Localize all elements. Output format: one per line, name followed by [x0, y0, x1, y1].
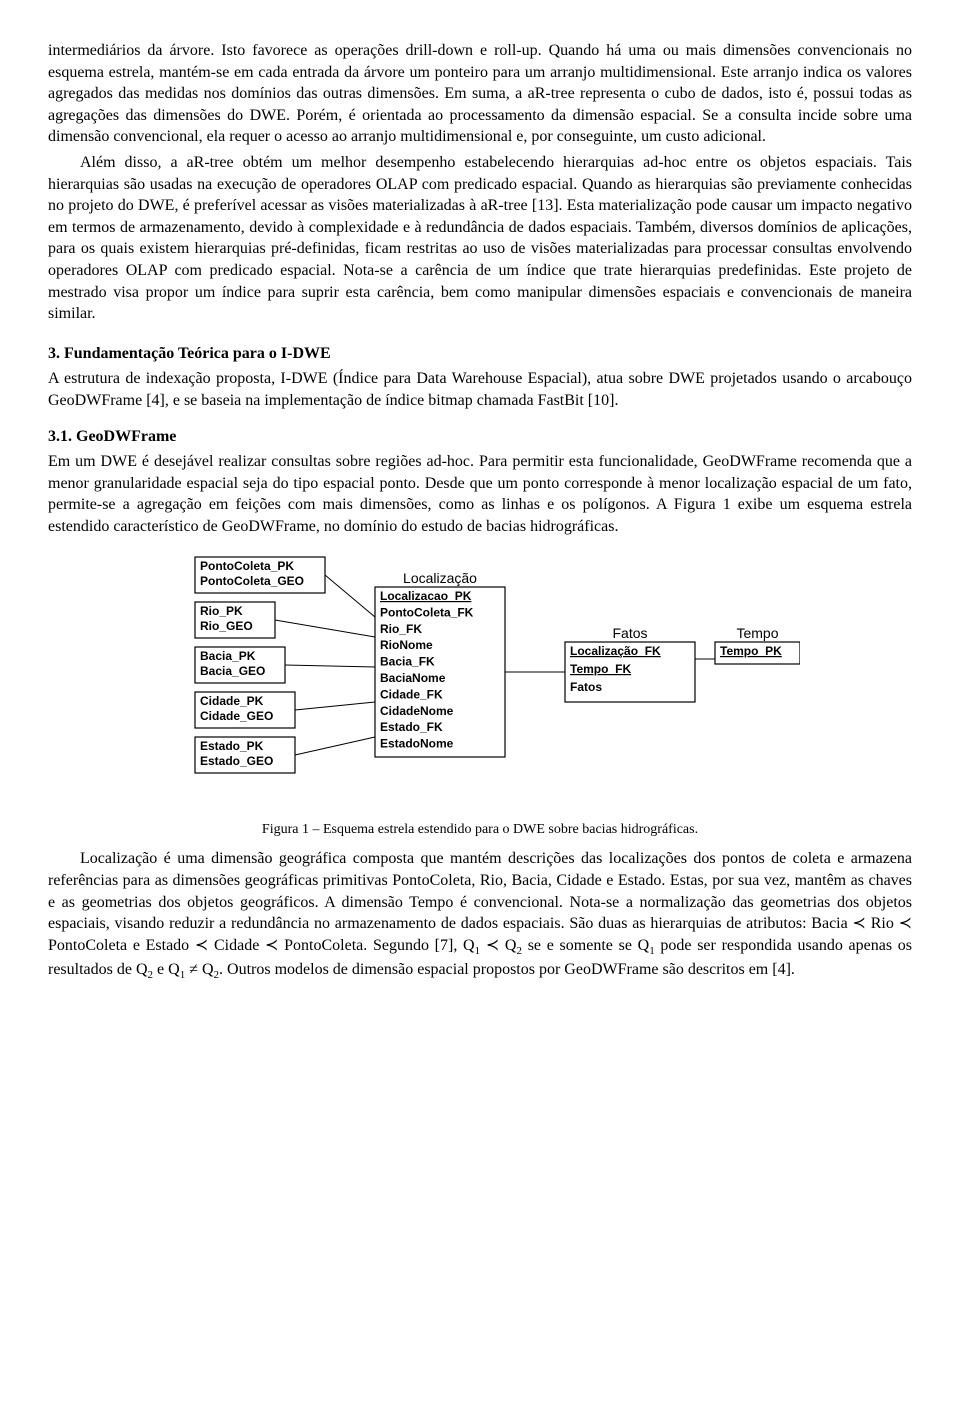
svg-text:Estado_FK: Estado_FK: [380, 721, 443, 735]
svg-text:Estado_PK: Estado_PK: [200, 739, 264, 753]
subsection-heading-3-1: 3.1. GeoDWFrame: [48, 426, 912, 448]
svg-text:Rio_FK: Rio_FK: [380, 622, 422, 636]
svg-text:RioNome: RioNome: [380, 639, 433, 653]
svg-text:Localizacao_PK: Localizacao_PK: [380, 589, 472, 603]
svg-text:Bacia_GEO: Bacia_GEO: [200, 664, 265, 678]
figure-1-diagram: PontoColeta_PKPontoColeta_GEO Rio_PKRio_G…: [48, 547, 912, 817]
figure-1-caption: Figura 1 – Esquema estrela estendido par…: [48, 821, 912, 840]
paragraph-3: A estrutura de indexação proposta, I-DWE…: [48, 368, 912, 411]
paragraph-1: intermediários da árvore. Isto favorece …: [48, 40, 912, 148]
svg-text:EstadoNome: EstadoNome: [380, 737, 454, 751]
svg-text:Bacia_FK: Bacia_FK: [380, 655, 435, 669]
svg-text:Cidade_PK: Cidade_PK: [200, 694, 264, 708]
svg-text:Rio_PK: Rio_PK: [200, 604, 243, 618]
svg-text:Rio_GEO: Rio_GEO: [200, 619, 253, 633]
svg-text:Cidade_GEO: Cidade_GEO: [200, 709, 273, 723]
paragraph-5: Localização é uma dimensão geográfica co…: [48, 848, 912, 982]
paragraph-2: Além disso, a aR-tree obtém um melhor de…: [48, 152, 912, 325]
svg-text:Estado_GEO: Estado_GEO: [200, 754, 273, 768]
svg-text:PontoColeta_GEO: PontoColeta_GEO: [200, 574, 304, 588]
svg-text:Localização: Localização: [403, 570, 477, 586]
svg-text:Bacia_PK: Bacia_PK: [200, 649, 256, 663]
paragraph-4: Em um DWE é desejável realizar consultas…: [48, 451, 912, 537]
svg-text:Fatos: Fatos: [570, 680, 602, 694]
svg-text:Fatos: Fatos: [612, 625, 647, 641]
svg-text:Tempo_PK: Tempo_PK: [720, 644, 782, 658]
svg-text:Cidade_FK: Cidade_FK: [380, 688, 443, 702]
svg-text:Tempo: Tempo: [736, 625, 778, 641]
svg-text:BaciaNome: BaciaNome: [380, 671, 446, 685]
section-heading-3: 3. Fundamentação Teórica para o I-DWE: [48, 343, 912, 365]
svg-text:Localização_FK: Localização_FK: [570, 644, 661, 658]
svg-text:PontoColeta_PK: PontoColeta_PK: [200, 559, 294, 573]
svg-text:Tempo_FK: Tempo_FK: [570, 662, 631, 676]
svg-text:CidadeNome: CidadeNome: [380, 704, 454, 718]
svg-text:PontoColeta_FK: PontoColeta_FK: [380, 606, 474, 620]
